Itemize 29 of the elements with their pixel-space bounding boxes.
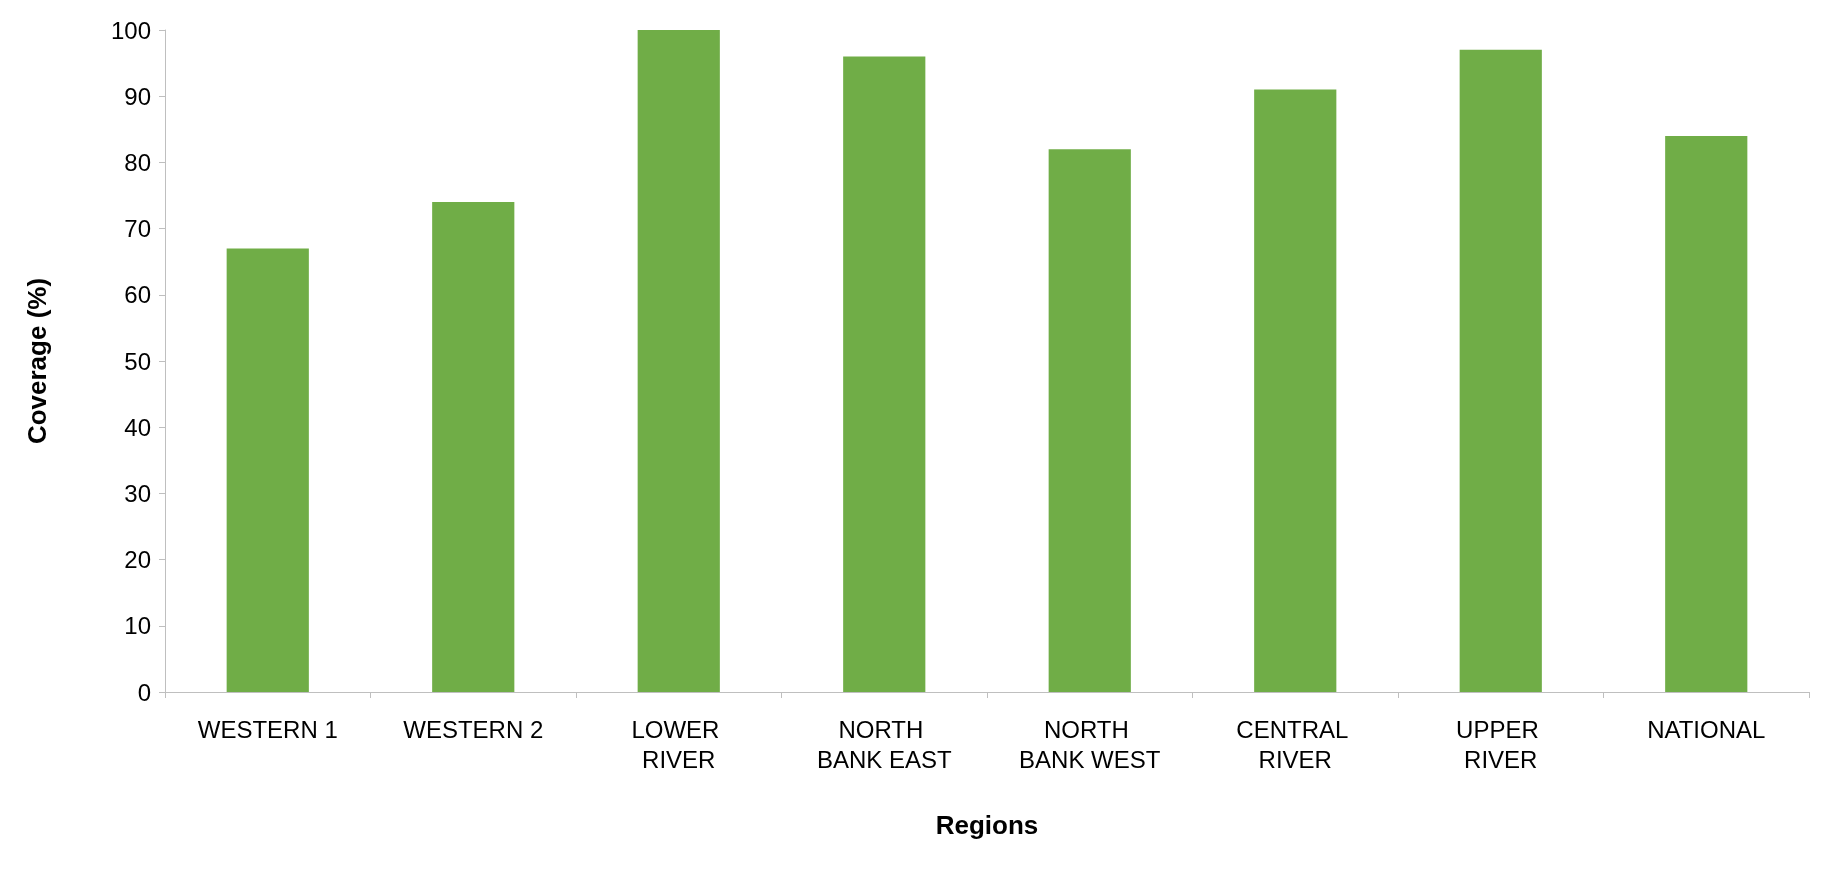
x-axis-title: Regions	[935, 810, 1039, 840]
x-tick-label: WESTERN 1	[197, 715, 338, 743]
bar	[1048, 149, 1131, 692]
x-tick-label: CENTRAL RIVER	[1236, 715, 1355, 773]
y-tick-label: 80	[124, 148, 151, 176]
y-tick-label: 20	[124, 546, 151, 574]
x-tick-label: NORTH BANK EAST	[816, 715, 952, 773]
bar	[1459, 49, 1542, 692]
bar	[843, 56, 926, 692]
y-tick-label: 90	[124, 82, 151, 110]
x-tick-label: NORTH BANK WEST	[1019, 715, 1161, 773]
y-tick-label: 30	[124, 479, 151, 507]
bar	[226, 248, 309, 692]
y-tick-label: 40	[124, 413, 151, 441]
y-tick-label: 0	[137, 678, 151, 706]
bar	[1254, 89, 1337, 692]
y-tick-label: 70	[124, 215, 151, 243]
bar	[1665, 135, 1748, 692]
y-axis-title: Coverage (%)	[22, 277, 52, 445]
y-tick-label: 100	[110, 16, 151, 44]
y-tick-label: 10	[124, 612, 151, 640]
x-tick-label: WESTERN 2	[403, 715, 544, 743]
x-tick-label: NATIONAL	[1647, 715, 1766, 743]
y-tick-label: 50	[124, 347, 151, 375]
x-tick-label: LOWER RIVER	[631, 715, 727, 773]
bar	[637, 30, 720, 692]
x-tick-label: UPPER RIVER	[1456, 715, 1546, 773]
bar	[432, 202, 515, 692]
y-tick-label: 60	[124, 281, 151, 309]
